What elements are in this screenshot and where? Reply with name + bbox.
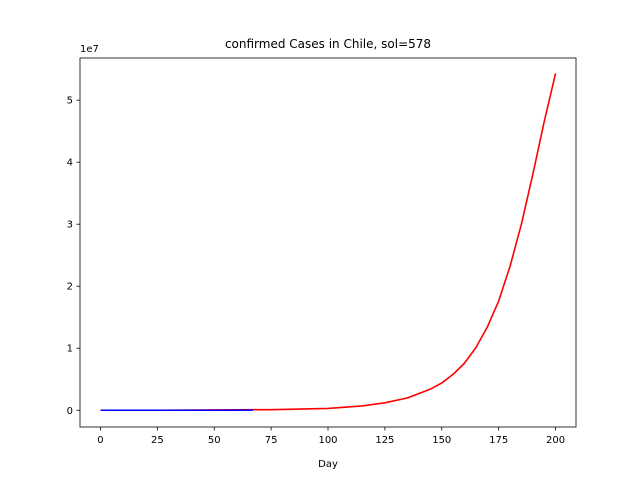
x-tick-label: 50 bbox=[208, 435, 221, 446]
y-tick-label: 4 bbox=[67, 158, 73, 169]
x-tick-label: 200 bbox=[546, 435, 565, 446]
x-tick-label: 0 bbox=[97, 435, 103, 446]
y-tick-label: 2 bbox=[67, 282, 73, 293]
x-tick-label: 150 bbox=[432, 435, 451, 446]
x-tick-label: 175 bbox=[489, 435, 508, 446]
y-tick-label: 1 bbox=[67, 344, 73, 355]
y-axis: 0 1 2 3 4 5 bbox=[67, 96, 80, 417]
x-tick-label: 100 bbox=[318, 435, 337, 446]
chart-title: confirmed Cases in Chile, sol=578 bbox=[225, 37, 431, 51]
y-tick-label: 0 bbox=[67, 406, 73, 417]
series-layer bbox=[100, 73, 557, 412]
y-tick-label: 5 bbox=[67, 96, 73, 107]
x-tick-label: 25 bbox=[151, 435, 164, 446]
x-tick-label: 75 bbox=[265, 435, 278, 446]
x-tick-label: 125 bbox=[375, 435, 394, 446]
x-axis: 0 25 50 75 100 125 150 175 200 bbox=[97, 427, 565, 446]
x-axis-label: Day bbox=[318, 459, 338, 470]
series-line-1 bbox=[100, 73, 557, 412]
y-tick-label: 3 bbox=[67, 220, 73, 231]
y-offset-label: 1e7 bbox=[80, 44, 99, 55]
